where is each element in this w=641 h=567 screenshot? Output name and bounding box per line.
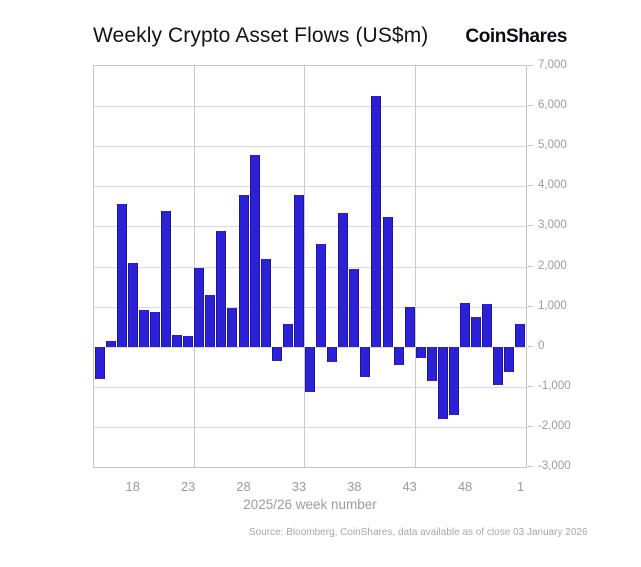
x-tick-label-week-38: 38 [347, 479, 362, 494]
y-tick-mark [528, 185, 533, 187]
bar-week-51 [493, 346, 504, 385]
y-tick-label: -3,000 [538, 460, 571, 472]
y-tick-mark [528, 385, 533, 387]
bar-week-25 [205, 294, 216, 347]
gridline-horizontal [94, 306, 526, 308]
x-tick-label-week-1: 1 [516, 479, 525, 494]
bar-week-35 [316, 244, 327, 347]
coinshares-logo: CoinShares [465, 26, 567, 47]
y-tick-mark [528, 466, 533, 467]
x-tick-label-week-23: 23 [180, 479, 196, 494]
gridline-horizontal [94, 426, 526, 428]
bar-week-41 [382, 216, 393, 347]
y-tick-label: -1,000 [538, 379, 571, 392]
bar-week-40 [371, 96, 382, 347]
y-tick-mark [528, 425, 533, 427]
bar-week-32 [282, 324, 293, 347]
bar-week-48 [460, 302, 471, 347]
gridline-vertical [193, 66, 195, 467]
bar-week-24 [194, 267, 205, 347]
y-tick-mark [528, 305, 533, 307]
x-tick-label-week-48: 48 [457, 479, 473, 494]
bar-week-42 [393, 346, 404, 366]
bar-week-43 [404, 306, 415, 347]
y-tick-mark [528, 65, 533, 66]
y-tick-mark [528, 225, 533, 227]
gridline-horizontal [94, 106, 526, 108]
bar-week-23 [183, 336, 194, 347]
y-tick-label: 5,000 [538, 139, 567, 152]
bar-week-47 [449, 346, 459, 416]
bar-week-31 [271, 346, 282, 361]
bar-week-38 [349, 268, 360, 347]
bar-week-26 [216, 231, 227, 347]
gridline-horizontal [94, 266, 526, 268]
bar-week-33 [293, 194, 304, 347]
chart-title: Weekly Crypto Asset Flows (US$m) [93, 24, 429, 47]
plot-area [93, 65, 527, 468]
gridline-vertical [415, 66, 417, 467]
x-tick-label-week-18: 18 [125, 479, 140, 494]
x-axis-title: 2025/26 week number [243, 497, 377, 512]
y-tick-label: 3,000 [538, 219, 567, 232]
gridline-vertical [304, 66, 306, 467]
y-tick-mark [528, 105, 533, 107]
bar-week-22 [172, 334, 183, 347]
bar-week-21 [161, 211, 171, 347]
bar-week-20 [149, 312, 160, 347]
bar-week-29 [249, 154, 260, 347]
bar-week-46 [437, 346, 448, 419]
x-tick-label-week-28: 28 [236, 479, 251, 494]
y-tick-label: -2,000 [538, 419, 571, 432]
y-tick-label: 6,000 [538, 99, 567, 112]
bar-week-18 [127, 263, 138, 347]
y-tick-label: 1,000 [538, 299, 567, 312]
y-tick-label: 7,000 [538, 59, 567, 71]
y-tick-mark [528, 265, 533, 267]
y-tick-label: 2,000 [538, 259, 567, 272]
bar-week-52 [504, 346, 515, 373]
y-tick-mark [528, 145, 533, 147]
bar-week-17 [116, 204, 127, 347]
y-tick-label: 0 [538, 339, 545, 352]
bar-week-50 [482, 304, 493, 347]
bar-week-30 [260, 259, 271, 347]
bar-week-39 [360, 346, 371, 378]
y-tick-mark [528, 345, 533, 347]
gridline-horizontal [94, 186, 526, 188]
source-text: Source: Bloomberg, CoinShares, data avai… [249, 527, 588, 538]
bar-week-15 [94, 346, 105, 379]
x-tick-label-week-43: 43 [402, 479, 417, 494]
bar-week-1 [515, 324, 526, 347]
bar-week-28 [238, 194, 249, 347]
bar-week-37 [338, 212, 349, 347]
x-tick-label-week-33: 33 [291, 479, 307, 494]
bar-week-27 [227, 307, 238, 347]
bar-week-45 [426, 346, 437, 381]
bar-week-34 [305, 346, 315, 393]
bar-week-44 [415, 346, 426, 359]
bar-week-16 [105, 340, 116, 347]
y-tick-label: 4,000 [538, 179, 567, 192]
gridline-horizontal [94, 226, 526, 228]
bar-week-36 [327, 346, 338, 363]
gridline-horizontal [94, 146, 526, 148]
bar-week-19 [138, 309, 149, 347]
bar-week-49 [471, 316, 482, 347]
